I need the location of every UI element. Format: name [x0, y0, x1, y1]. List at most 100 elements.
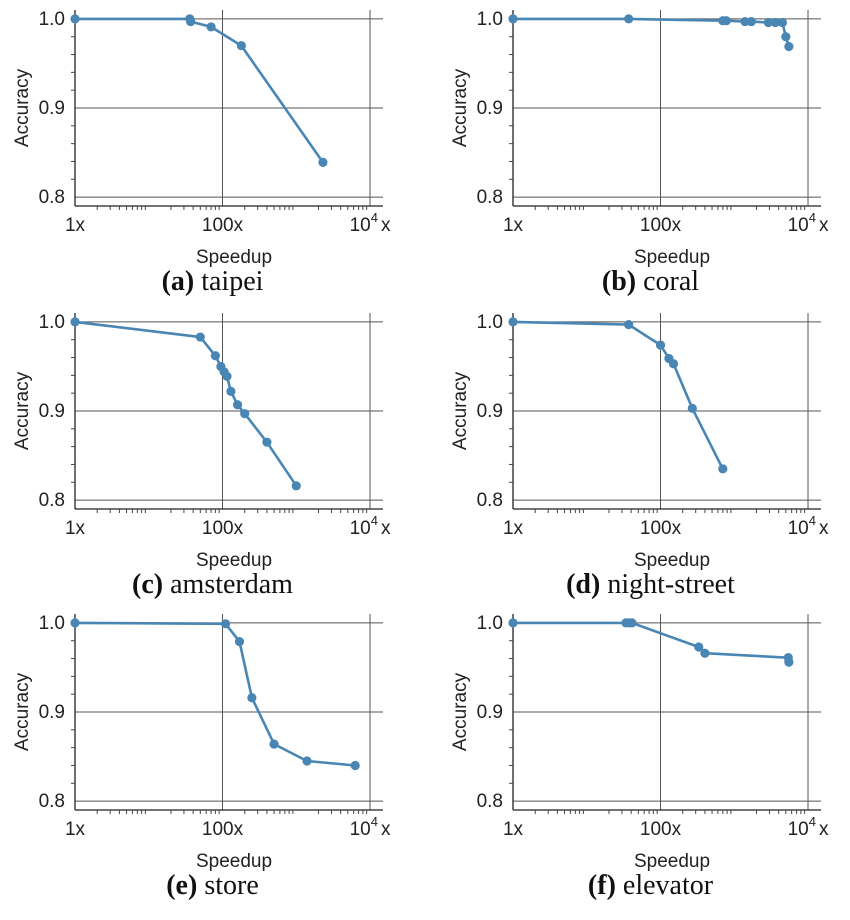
chart-svg: 1x 100x 104 x 0.8 0.9 1.0 Speedup Accuracy: [12, 9, 391, 268]
chart-panel-1: 1x 100x 104 x 0.8 0.9 1.0 Speedup Accuracy (a) ta…: [0, 0, 425, 306]
data-point: [236, 41, 246, 51]
y-axis-label: Accuracy: [12, 68, 33, 147]
panel-caption: (a) taipei: [0, 266, 425, 298]
x-tick-label: 1x: [65, 819, 86, 840]
series-line: [513, 621, 791, 663]
y-tick-label: 0.9: [477, 702, 503, 723]
data-point: [770, 17, 780, 28]
data-point: [508, 618, 518, 628]
y-axis-label: Accuracy: [12, 371, 33, 450]
series-line: [74, 320, 298, 487]
y-tick-label: 0.8: [39, 490, 65, 511]
y-tick-label: 0.8: [477, 187, 503, 208]
y-tick-label: 1.0: [39, 312, 65, 333]
x-tick-label: 104 x: [350, 513, 391, 539]
x-tick-label: 104 x: [350, 814, 391, 840]
y-tick-label: 0.8: [39, 187, 65, 208]
x-tick-label: 1x: [503, 819, 524, 840]
data-point: [718, 464, 728, 474]
chart-svg: 1x 100x 104 x 0.8 0.9 1.0 Speedup Accuracy: [450, 9, 829, 268]
data-point: [655, 340, 666, 350]
data-point: [687, 403, 697, 413]
panel-caption-label: (a): [161, 266, 195, 297]
data-point: [262, 437, 272, 447]
x-tick-label: 100x: [640, 215, 682, 236]
y-tick-label: 1.0: [39, 613, 65, 634]
y-tick-label: 1.0: [477, 9, 503, 30]
chart-panel-6: 1x 100x 104 x 0.8 0.9 1.0 Speedup Accuracy (f) el…: [438, 604, 850, 910]
panel-caption: (d) night-street: [438, 569, 850, 601]
y-tick-label: 0.9: [39, 401, 65, 422]
x-tick-label: 104 x: [788, 513, 829, 539]
x-tick-label: 100x: [202, 518, 244, 539]
data-point: [777, 17, 788, 28]
data-point: [784, 41, 794, 52]
panel-caption-label: (b): [601, 266, 637, 297]
panel-caption: (c) amsterdam: [0, 569, 425, 601]
panel-caption: (e) store: [0, 870, 425, 902]
y-axis-label: Accuracy: [12, 672, 33, 751]
chart-svg: 1x 100x 104 x 0.8 0.9 1.0 Speedup Accuracy: [450, 312, 829, 571]
panel-caption-text: elevator: [615, 870, 714, 901]
panel-caption-label: (d): [566, 569, 601, 600]
y-tick-label: 1.0: [477, 312, 503, 333]
x-axis-label: Speedup: [196, 851, 272, 872]
data-point: [781, 32, 791, 42]
x-axis-label: Speedup: [196, 550, 272, 571]
panel-caption-text: coral: [636, 266, 700, 297]
y-axis-label: Accuracy: [450, 672, 471, 751]
panel-caption-text: taipei: [194, 266, 264, 297]
x-axis-label: Speedup: [634, 247, 710, 268]
data-point: [763, 17, 773, 28]
data-point: [222, 371, 232, 381]
y-tick-label: 0.8: [39, 791, 65, 812]
series-line: [74, 621, 356, 767]
chart-svg: 1x 100x 104 x 0.8 0.9 1.0 Speedup Accuracy: [12, 613, 391, 872]
data-point: [70, 618, 80, 628]
x-tick-label: 1x: [65, 518, 86, 539]
data-point: [70, 317, 80, 327]
data-point: [350, 760, 360, 771]
data-point: [247, 693, 257, 703]
x-tick-label: 104 x: [788, 210, 829, 236]
panel-caption-text: night-street: [600, 569, 735, 600]
y-tick-label: 0.9: [477, 401, 503, 422]
x-tick-label: 1x: [503, 518, 524, 539]
data-point: [318, 157, 328, 167]
data-point: [302, 756, 312, 766]
data-point: [624, 14, 634, 24]
data-point: [694, 642, 704, 652]
data-point: [186, 16, 196, 27]
chart-svg: 1x 100x 104 x 0.8 0.9 1.0 Speedup Accuracy: [450, 613, 829, 872]
series-line: [75, 17, 324, 164]
x-tick-label: 1x: [65, 215, 86, 236]
panel-caption-text: store: [197, 870, 259, 901]
x-axis-label: Speedup: [196, 247, 272, 268]
x-tick-label: 100x: [640, 518, 682, 539]
series-line: [512, 320, 724, 470]
data-point: [195, 332, 205, 342]
chart-panel-2: 1x 100x 104 x 0.8 0.9 1.0 Speedup Accuracy (b) co…: [438, 0, 850, 306]
y-tick-label: 1.0: [39, 9, 65, 30]
chart-panel-3: 1x 100x 104 x 0.8 0.9 1.0 Speedup Accuracy (c) am…: [0, 303, 425, 609]
data-point: [508, 317, 518, 327]
panel-caption-label: (f): [587, 870, 616, 901]
data-point: [700, 648, 710, 658]
chart-svg: 1x 100x 104 x 0.8 0.9 1.0 Speedup Accuracy: [12, 312, 391, 571]
panel-caption: (b) coral: [438, 266, 850, 298]
y-tick-label: 1.0: [477, 613, 503, 634]
y-axis-label: Accuracy: [450, 68, 471, 147]
data-point: [220, 619, 231, 629]
data-point: [624, 319, 634, 330]
data-point: [746, 16, 756, 27]
x-tick-label: 100x: [202, 215, 244, 236]
x-tick-label: 104 x: [788, 814, 829, 840]
x-tick-label: 1x: [503, 215, 524, 236]
y-tick-label: 0.9: [39, 702, 65, 723]
data-point: [668, 359, 679, 369]
data-point: [240, 409, 250, 419]
y-tick-label: 0.9: [477, 98, 503, 119]
y-tick-label: 0.8: [477, 490, 503, 511]
data-point: [70, 14, 80, 24]
data-point: [721, 16, 731, 26]
